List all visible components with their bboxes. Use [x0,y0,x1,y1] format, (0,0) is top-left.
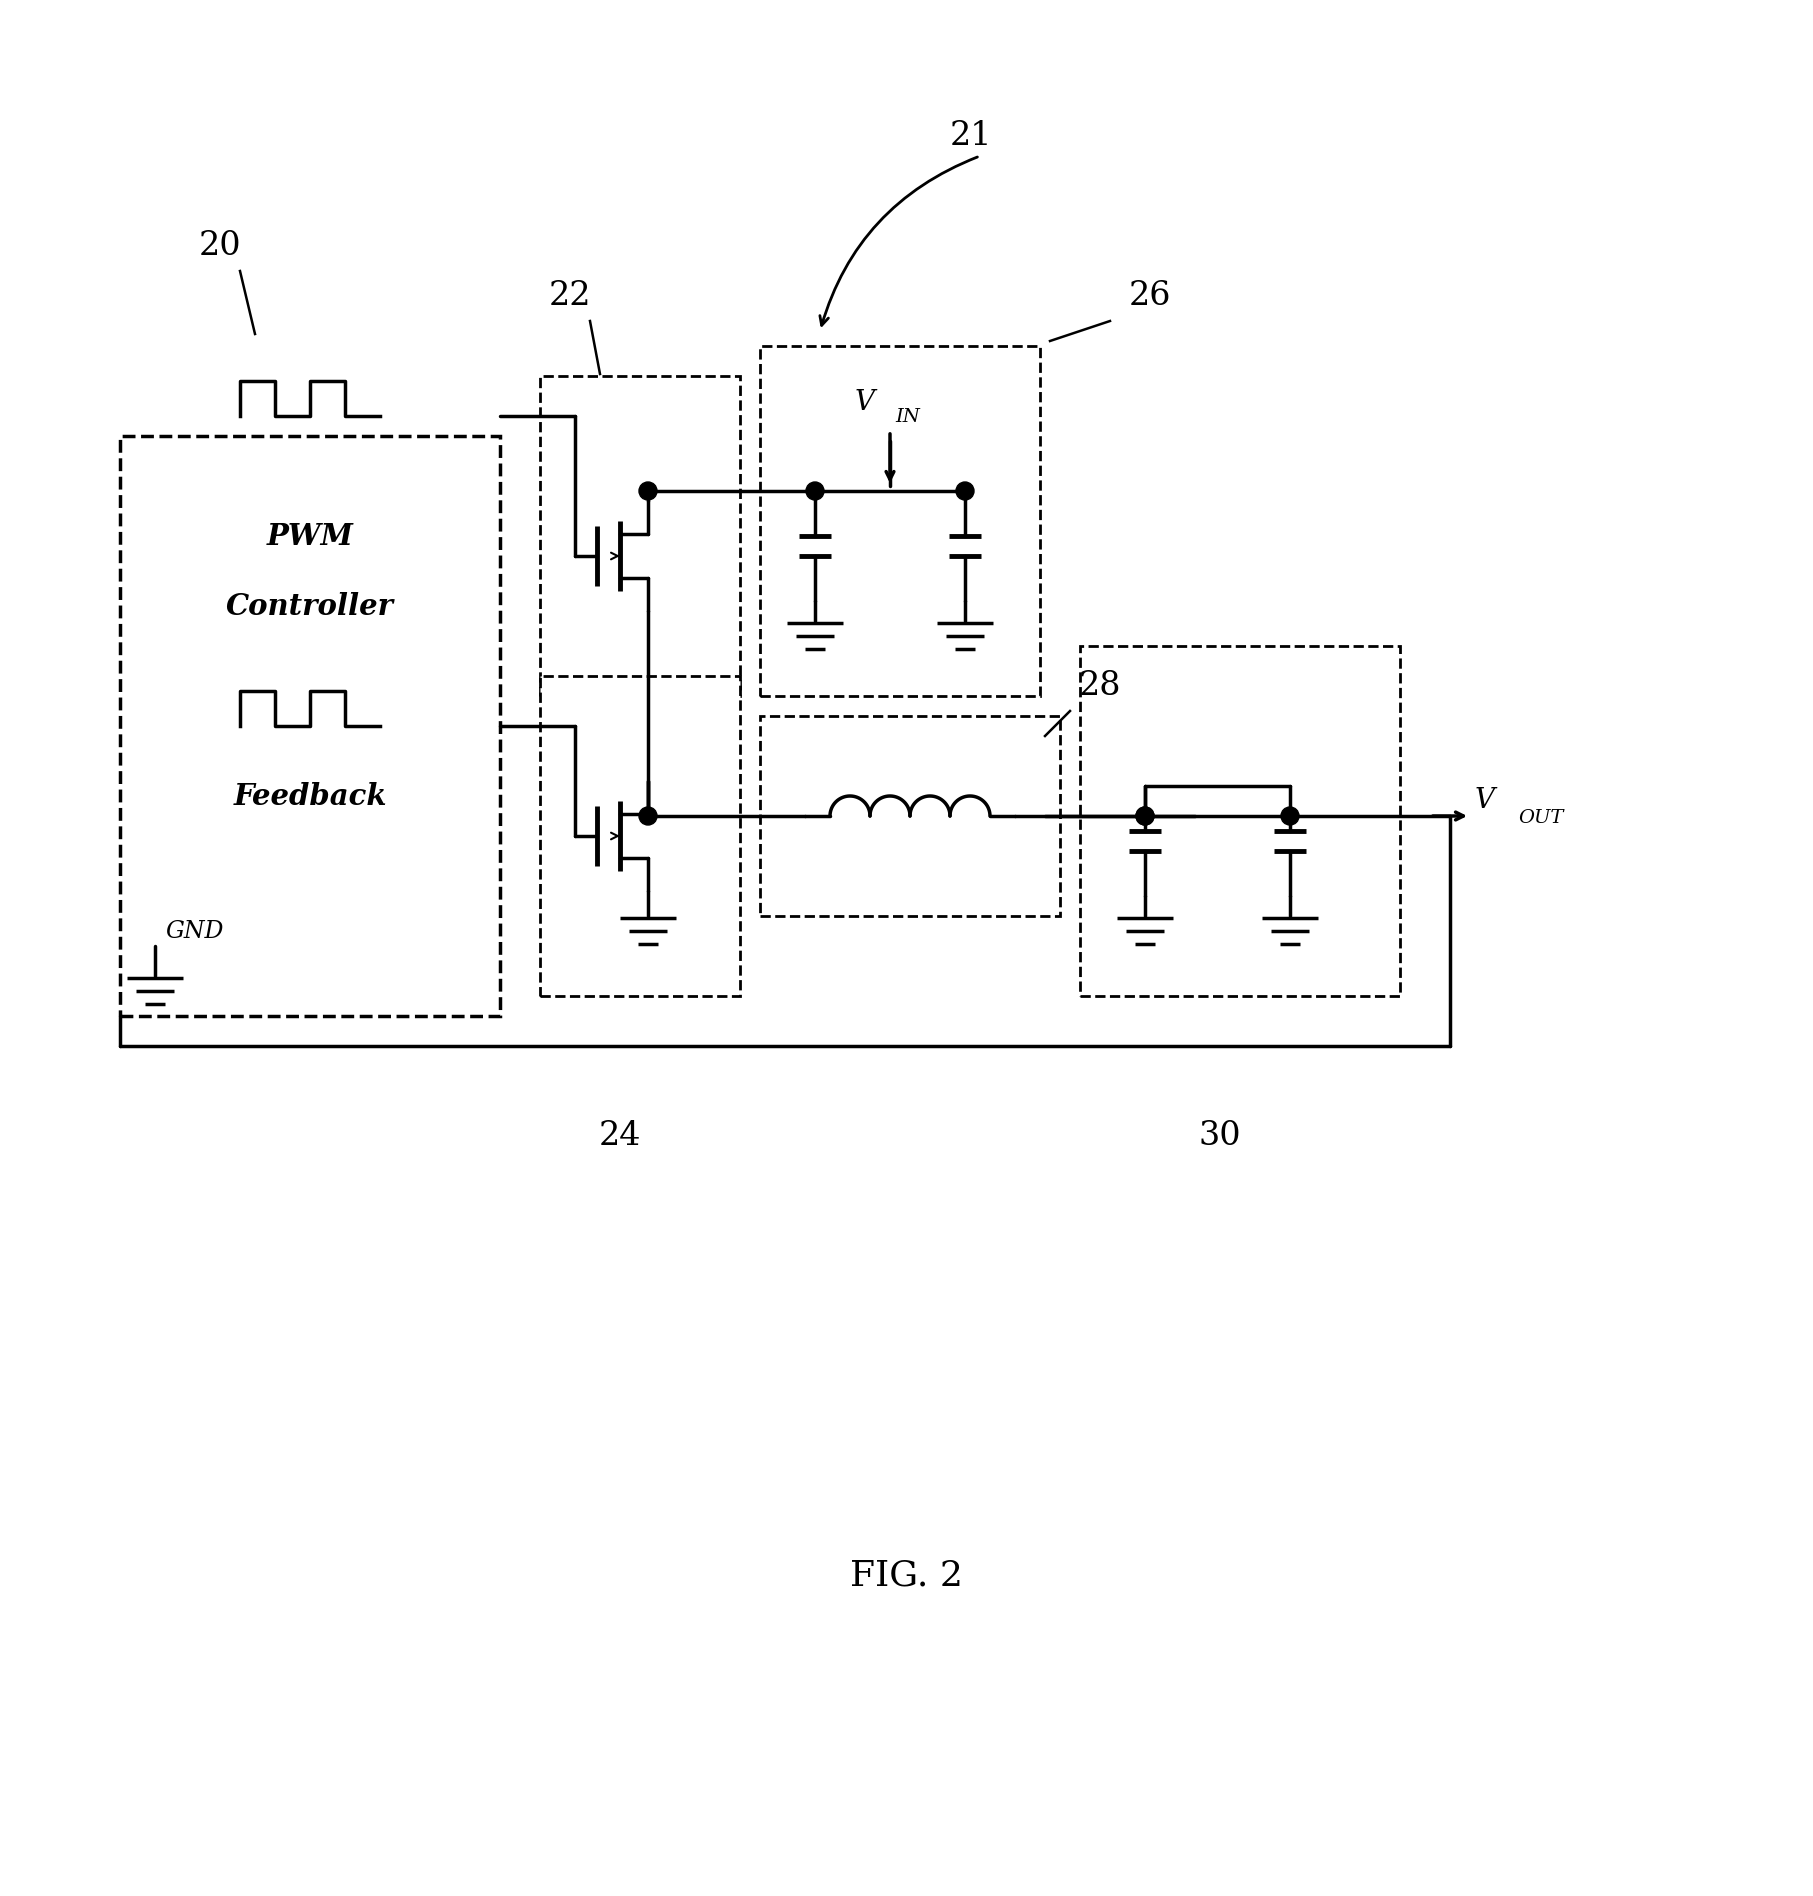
Text: 22: 22 [549,281,591,313]
Bar [120,436,500,1016]
Text: Feedback: Feedback [234,781,386,810]
Text: V: V [856,389,876,415]
Circle shape [1137,808,1155,825]
Text: PWM: PWM [267,521,354,550]
Bar [1081,647,1400,995]
Text: OUT: OUT [1517,810,1563,827]
Circle shape [638,808,656,825]
Circle shape [807,482,823,501]
Bar [540,677,740,995]
Bar [540,375,740,696]
Circle shape [1137,808,1155,825]
Text: 30: 30 [1198,1121,1242,1153]
Text: 28: 28 [1079,669,1120,702]
Text: V: V [1476,787,1496,815]
Bar [760,717,1061,916]
Text: Controller: Controller [227,592,393,620]
Text: IN: IN [896,408,919,427]
Text: 20: 20 [199,229,241,262]
Text: 24: 24 [598,1121,642,1153]
Text: 21: 21 [950,119,992,152]
Text: GND: GND [165,920,223,942]
Text: 26: 26 [1129,281,1171,313]
Circle shape [955,482,974,501]
Text: FIG. 2: FIG. 2 [850,1559,963,1593]
Circle shape [1282,808,1298,825]
Bar [760,345,1041,696]
Circle shape [638,482,656,501]
